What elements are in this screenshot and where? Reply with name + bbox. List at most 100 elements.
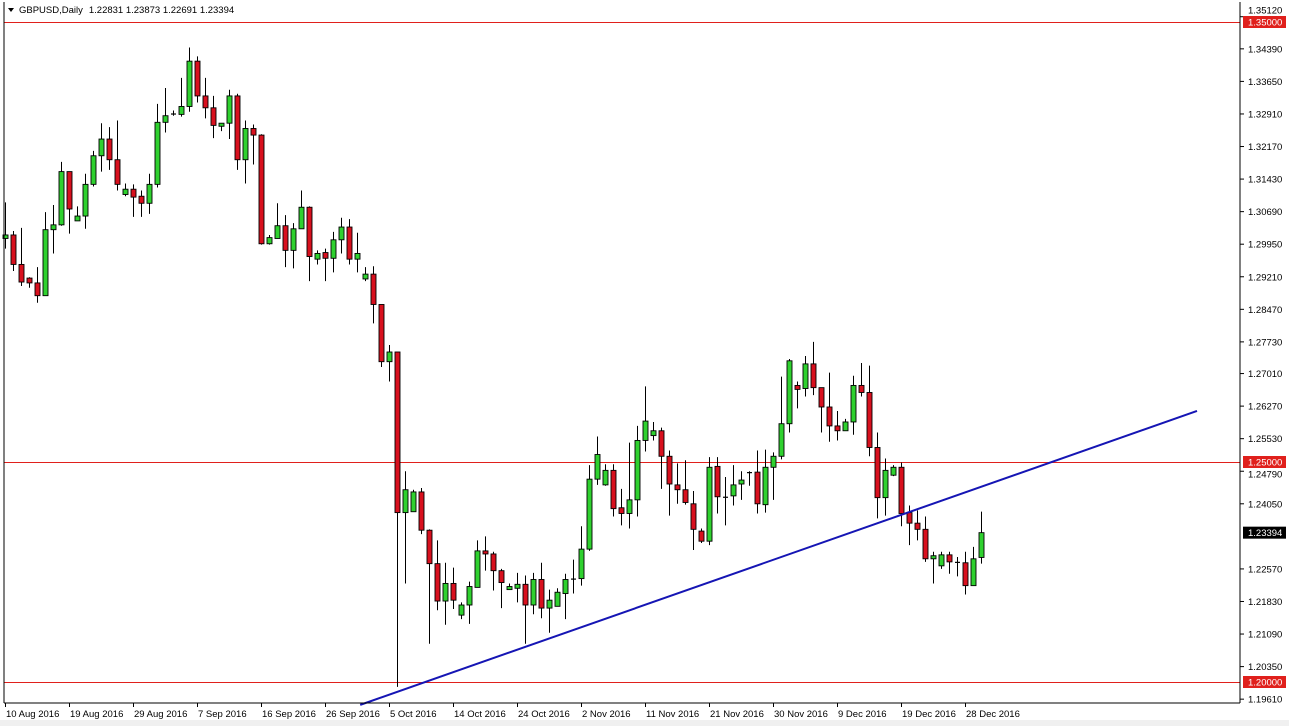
candle-body-bull (330, 239, 337, 259)
candle (98, 123, 105, 172)
candle-body-bear (914, 522, 921, 530)
candle (562, 573, 569, 620)
candle-body-bull (178, 106, 185, 115)
candle (698, 528, 705, 543)
candle-body-bear (282, 225, 289, 251)
candle-body-bull (642, 420, 649, 441)
time-axis[interactable]: 10 Aug 2016 19 Aug 2016 29 Aug 2016 7 Sep 2… (5, 703, 1020, 720)
candle (482, 536, 489, 571)
candle (738, 471, 745, 500)
x-tick-label: 2 Nov 2016 (582, 709, 631, 720)
candle (922, 516, 929, 562)
candle-body-bear (378, 304, 385, 363)
candle (226, 89, 233, 140)
x-tick-label: 11 Nov 2016 (646, 709, 699, 720)
candle (434, 540, 441, 611)
candle (842, 418, 849, 432)
candle-body-bear (538, 579, 545, 609)
candle (394, 351, 401, 687)
candle (810, 341, 817, 396)
candle-body-bull (562, 579, 569, 595)
candle-body-bear (450, 582, 457, 601)
candle (882, 458, 889, 516)
y-tick-label: 1.29210 (1248, 272, 1282, 283)
candle (162, 88, 169, 133)
candle (490, 551, 497, 591)
candle-body-bull (122, 188, 129, 195)
candle (154, 103, 161, 188)
y-tick-label: 1.27730 (1248, 337, 1282, 348)
candle (466, 581, 473, 624)
candle (826, 372, 833, 442)
candle (458, 602, 465, 620)
candle (858, 363, 865, 397)
candle-body-bull (706, 466, 713, 542)
candle-body-bull (458, 604, 465, 616)
status-strip (0, 720, 1289, 726)
candle (282, 215, 289, 268)
candle-body-bull (90, 155, 97, 185)
candle-body-bull (314, 252, 321, 260)
candle-body-bull (770, 455, 777, 468)
candle (723, 476, 728, 526)
candle (962, 551, 969, 595)
candle (138, 190, 145, 217)
candle-body-bear (826, 406, 833, 427)
candle-body-bear (658, 430, 665, 457)
candle (690, 491, 697, 550)
trendline[interactable] (359, 410, 1198, 706)
candle-body-bull (186, 60, 193, 107)
candle (554, 588, 561, 607)
y-tick-label: 1.32910 (1248, 109, 1282, 120)
candle-body-bull (530, 579, 537, 606)
candle (650, 421, 657, 441)
y-tick-label: 1.19610 (1248, 695, 1282, 706)
candle-body-bull (74, 215, 81, 222)
candle-body-bear (346, 226, 353, 260)
candle-body-bull (218, 122, 225, 127)
y-tick-label: 1.35120 (1248, 6, 1282, 17)
price-axis[interactable]: 1.35120 1.34390 1.33650 1.32910 1.32170 1.314… (1240, 6, 1282, 706)
y-tick-label: 1.22570 (1248, 564, 1282, 575)
candle (890, 465, 897, 477)
candle (642, 386, 649, 452)
candle (58, 161, 65, 226)
x-tick-label: 28 Dec 2016 (966, 709, 1020, 720)
candle-body-bull (506, 586, 513, 591)
candle-body-bear (194, 60, 201, 97)
candle (706, 457, 713, 546)
candle (338, 217, 345, 254)
candle (578, 526, 585, 586)
y-tick-label: 1.24050 (1248, 499, 1282, 510)
candle-body-bull (890, 466, 897, 476)
dropdown-triangle-icon[interactable] (8, 8, 14, 12)
candle-body-bull (594, 454, 601, 480)
candle (930, 551, 937, 584)
candle-body-bear (682, 489, 689, 503)
candle-body-bull (578, 548, 585, 580)
candle-body-bull (786, 360, 793, 425)
level-price-label: 1.20000 (1248, 678, 1282, 689)
candle (586, 465, 593, 551)
candle (666, 450, 673, 516)
candle-body-bear (130, 188, 137, 198)
candle (386, 344, 393, 382)
candle (314, 250, 321, 265)
candle-body-bear (34, 282, 41, 297)
candle-body-bear (434, 563, 441, 602)
candle (834, 410, 841, 441)
chart-header: GBPUSD,Daily 1.22831 1.23873 1.22691 1.23… (8, 5, 234, 16)
candle (530, 572, 537, 615)
candle (762, 449, 769, 513)
y-tick-label: 1.21090 (1248, 630, 1282, 641)
candle-body-bull (226, 95, 233, 124)
candle (682, 460, 689, 505)
candle (266, 234, 273, 245)
candle-body-bear (258, 134, 265, 245)
candle-body-bear (522, 583, 529, 606)
candle (146, 173, 153, 214)
candle (874, 432, 881, 519)
candle (50, 205, 57, 254)
candle-body-bear (322, 252, 329, 259)
